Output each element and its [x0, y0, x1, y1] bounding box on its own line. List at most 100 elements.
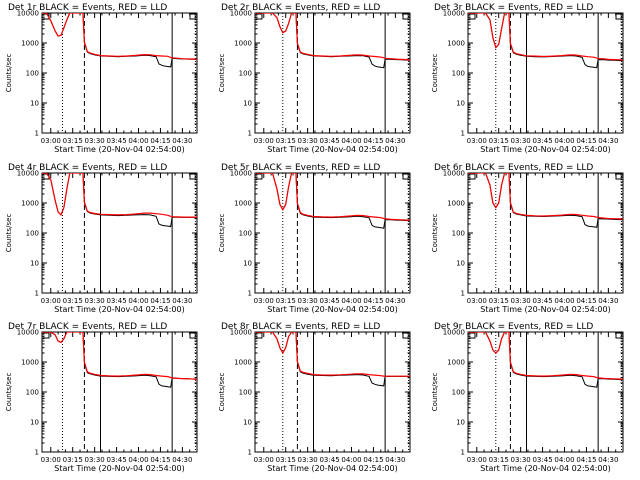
- x-tick-label: 04:15: [150, 456, 170, 464]
- y-tick-label: 10: [456, 260, 465, 268]
- x-tick-label: 03:00: [467, 297, 487, 305]
- x-tick-label: 04:30: [598, 137, 618, 145]
- y-axis-label: Counts/sec: [431, 214, 439, 253]
- x-axis-label: Start Time (20-Nov-04 02:54:00): [54, 305, 184, 314]
- x-tick-label: 04:15: [576, 297, 596, 305]
- series-events-line: [468, 332, 623, 388]
- panel-title: Det 6r BLACK = Events, RED = LLD: [434, 163, 593, 173]
- y-tick-label: 1: [35, 449, 39, 457]
- plot-frame: [41, 331, 198, 453]
- x-tick-label: 04:30: [172, 456, 192, 464]
- corner-marker: [402, 332, 409, 339]
- detector-panel-3: Det 3r BLACK = Events, RED = LLD 1 10 100 10…: [431, 3, 624, 154]
- y-tick-label: 1000: [447, 40, 465, 48]
- y-tick-label: 10000: [230, 170, 252, 178]
- x-tick-label: 04:30: [385, 456, 405, 464]
- x-tick-label: 03:45: [106, 297, 126, 305]
- corner-marker: [189, 13, 196, 20]
- y-tick-label: 10: [456, 100, 465, 108]
- x-tick-label: 04:30: [385, 137, 405, 145]
- y-axis-label: Counts/sec: [218, 54, 226, 93]
- corner-marker: [402, 13, 409, 20]
- panel-title: Det 5r BLACK = Events, RED = LLD: [221, 163, 380, 173]
- x-axis-label: Start Time (20-Nov-04 02:54:00): [480, 145, 610, 154]
- x-tick-label: 03:30: [298, 297, 318, 305]
- x-tick-label: 03:45: [532, 297, 552, 305]
- y-tick-label: 10: [30, 260, 39, 268]
- y-tick-label: 100: [26, 230, 39, 238]
- x-tick-label: 03:30: [298, 456, 318, 464]
- corner-marker: [256, 173, 263, 180]
- plot-frame: [254, 331, 411, 453]
- x-axis-label: Start Time (20-Nov-04 02:54:00): [54, 464, 184, 473]
- x-tick-label: 03:00: [467, 456, 487, 464]
- corner-marker: [469, 13, 476, 20]
- x-axis-label: Start Time (20-Nov-04 02:54:00): [480, 305, 610, 314]
- x-tick-label: 04:15: [363, 297, 383, 305]
- series-lld-line: [255, 13, 410, 61]
- y-tick-label: 10: [243, 419, 252, 427]
- x-tick-label: 03:45: [532, 137, 552, 145]
- x-tick-label: 03:30: [85, 297, 105, 305]
- series-events-line: [42, 13, 197, 68]
- x-tick-label: 03:30: [511, 297, 531, 305]
- x-tick-label: 03:45: [532, 456, 552, 464]
- y-axis-label: Counts/sec: [431, 373, 439, 412]
- series-lld-line: [42, 173, 197, 218]
- corner-marker: [189, 173, 196, 180]
- panel-title: Det 8r BLACK = Events, RED = LLD: [221, 322, 380, 332]
- series-events-line: [468, 13, 623, 69]
- x-tick-label: 03:00: [254, 297, 274, 305]
- x-tick-label: 04:30: [385, 297, 405, 305]
- x-tick-label: 03:30: [511, 456, 531, 464]
- series-events-line: [255, 332, 410, 387]
- y-tick-label: 1: [461, 290, 465, 298]
- corner-marker: [43, 332, 50, 339]
- x-axis-label: Start Time (20-Nov-04 02:54:00): [267, 145, 397, 154]
- x-tick-label: 03:15: [489, 137, 509, 145]
- series-lld-line: [42, 332, 197, 380]
- detector-panel-5: Det 5r BLACK = Events, RED = LLD 1 10 100 10…: [218, 163, 411, 314]
- y-tick-label: 10000: [443, 170, 465, 178]
- x-axis-label: Start Time (20-Nov-04 02:54:00): [54, 145, 184, 154]
- x-tick-label: 03:00: [254, 137, 274, 145]
- x-tick-label: 03:45: [319, 456, 339, 464]
- x-tick-label: 04:00: [128, 456, 148, 464]
- y-tick-label: 10: [30, 100, 39, 108]
- y-tick-label: 100: [26, 389, 39, 397]
- series-lld-line: [255, 332, 410, 377]
- y-tick-label: 100: [239, 230, 252, 238]
- y-tick-label: 1: [461, 449, 465, 457]
- x-tick-label: 03:15: [276, 137, 296, 145]
- x-tick-label: 03:15: [63, 137, 83, 145]
- corner-marker: [469, 173, 476, 180]
- plot-frame: [41, 172, 198, 294]
- x-tick-label: 04:15: [363, 137, 383, 145]
- corner-marker: [615, 173, 622, 180]
- y-tick-label: 10: [243, 100, 252, 108]
- y-tick-label: 1: [35, 130, 39, 138]
- x-tick-label: 04:00: [341, 456, 361, 464]
- panel-title: Det 4r BLACK = Events, RED = LLD: [8, 163, 167, 173]
- plot-frame: [254, 172, 411, 294]
- y-tick-label: 10000: [17, 170, 39, 178]
- x-tick-label: 03:45: [106, 137, 126, 145]
- y-tick-label: 100: [239, 389, 252, 397]
- series-lld-line: [468, 13, 623, 61]
- x-tick-label: 03:15: [276, 456, 296, 464]
- x-tick-label: 03:00: [254, 456, 274, 464]
- y-tick-label: 1: [35, 290, 39, 298]
- x-tick-label: 04:15: [150, 137, 170, 145]
- x-tick-label: 03:00: [467, 137, 487, 145]
- y-tick-label: 10000: [443, 329, 465, 337]
- y-tick-label: 1: [248, 290, 252, 298]
- x-tick-label: 04:00: [554, 137, 574, 145]
- x-tick-label: 03:15: [63, 456, 83, 464]
- y-axis-label: Counts/sec: [5, 54, 13, 93]
- y-tick-label: 10000: [17, 329, 39, 337]
- x-tick-label: 04:00: [128, 297, 148, 305]
- x-tick-label: 03:00: [41, 137, 61, 145]
- plot-frame: [41, 12, 198, 134]
- panel-title: Det 3r BLACK = Events, RED = LLD: [434, 3, 593, 13]
